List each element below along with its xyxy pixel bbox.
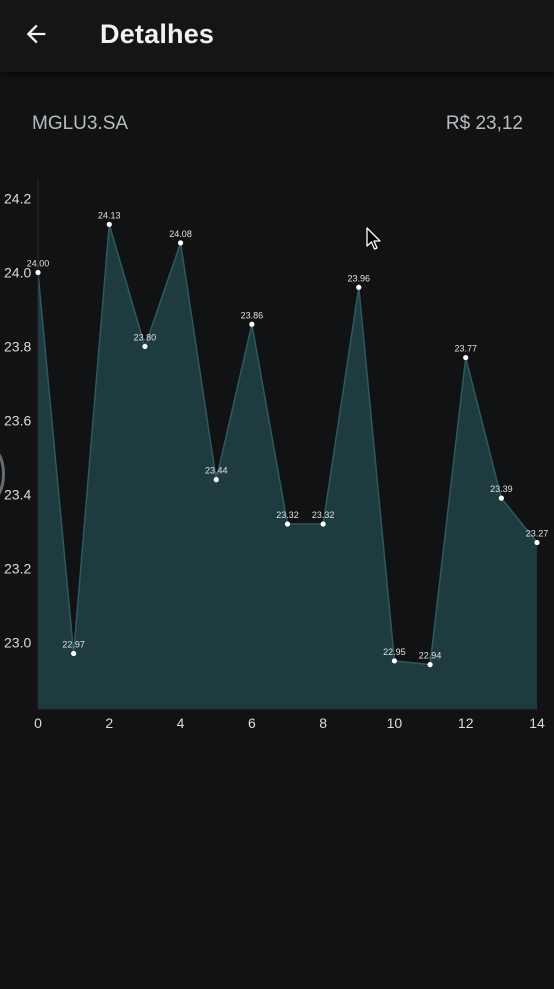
data-point <box>142 343 148 350</box>
data-point <box>427 662 433 668</box>
data-label: 23.96 <box>348 273 371 283</box>
data-label: 23.77 <box>454 344 477 354</box>
data-label: 22.97 <box>62 640 85 650</box>
y-tick-label: 23.0 <box>4 634 31 650</box>
x-tick-label: 10 <box>387 715 403 731</box>
data-point <box>177 240 184 246</box>
x-tick-label: 14 <box>529 715 545 731</box>
data-label: 24.00 <box>27 258 50 268</box>
data-point <box>35 269 41 276</box>
mouse-pointer-icon <box>366 227 381 250</box>
x-tick-label: 12 <box>458 715 474 731</box>
data-label: 23.32 <box>312 510 335 520</box>
y-tick-label: 23.8 <box>4 338 31 354</box>
data-point <box>71 650 77 657</box>
data-label: 23.39 <box>490 484 513 494</box>
back-button[interactable] <box>16 14 56 54</box>
y-tick-label: 24.0 <box>4 264 31 280</box>
price-chart[interactable]: 23.0 23.2 23.4 23.6 23.8 24.0 24.2 0 2 4 6 8 10 12 14 2… <box>0 170 554 750</box>
data-label: 23.86 <box>241 310 264 320</box>
data-label: 23.44 <box>205 466 228 476</box>
x-tick-label: 4 <box>177 715 185 731</box>
data-point <box>534 539 540 546</box>
data-point <box>498 495 504 501</box>
chart-canvas: 23.0 23.2 23.4 23.6 23.8 24.0 24.2 0 2 4 6 8 10 12 14 2… <box>4 180 549 731</box>
data-point <box>320 521 326 527</box>
data-label: 24.13 <box>98 210 121 220</box>
y-tick-label: 24.2 <box>4 190 31 206</box>
y-tick-label: 23.2 <box>4 560 31 576</box>
x-tick-label: 6 <box>248 715 256 731</box>
data-label: 23.27 <box>526 529 549 539</box>
data-point <box>213 477 219 483</box>
data-point <box>106 221 112 227</box>
data-point <box>284 521 291 527</box>
x-tick-label: 2 <box>105 715 113 731</box>
data-label: 23.80 <box>134 332 157 342</box>
x-tick-label: 0 <box>34 715 42 731</box>
top-app-bar: Detalhes <box>0 0 554 72</box>
data-label: 24.08 <box>169 229 192 239</box>
data-point <box>356 284 362 290</box>
stock-ticker: MGLU3.SA <box>32 113 129 134</box>
data-point <box>463 354 469 361</box>
y-tick-label: 23.6 <box>4 412 31 428</box>
stock-price: R$ 23,12 <box>445 113 523 134</box>
data-label: 22.94 <box>419 651 442 661</box>
x-tick-label: 8 <box>319 715 327 731</box>
y-tick-label: 23.4 <box>4 486 31 502</box>
data-label: 22.95 <box>383 647 406 657</box>
data-label: 23.32 <box>276 510 299 520</box>
data-point <box>249 321 255 327</box>
area-fill <box>38 224 537 709</box>
edge-swipe-handle[interactable] <box>0 446 8 502</box>
arrow-left-icon <box>26 24 46 44</box>
page-title: Detalhes <box>100 19 215 49</box>
data-point <box>391 658 398 664</box>
